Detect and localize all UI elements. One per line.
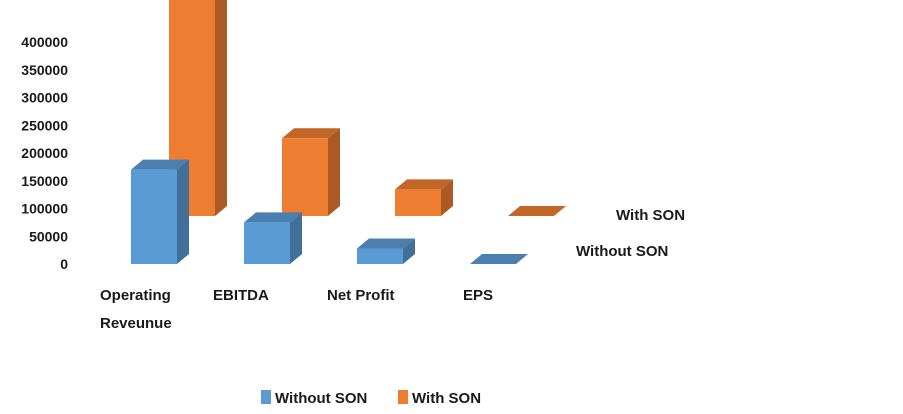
bar-without-son-0-front: [131, 169, 177, 264]
bar-without-son-0-top: [131, 159, 189, 170]
bars: [131, 0, 566, 264]
y-tick-label: 300000: [21, 90, 68, 106]
bar-with-son-3: [508, 205, 566, 216]
depth-labels: With SON Without SON: [576, 207, 685, 260]
bar-without-son-3: [470, 253, 528, 264]
legend-swatch: [398, 390, 408, 404]
category-label: Net Profit: [327, 287, 395, 304]
y-tick-label: 150000: [21, 173, 68, 189]
legend-label: Without SON: [275, 390, 367, 407]
bar-with-son-1: [282, 128, 340, 216]
y-tick-label: 400000: [21, 34, 68, 50]
category-label: Operating Reveunue: [100, 287, 172, 332]
bar-with-son-2-top: [395, 179, 453, 190]
y-tick-label: 250000: [21, 117, 68, 133]
bar-without-son-2-top: [357, 238, 415, 249]
bar-with-son-2-front: [395, 189, 441, 216]
bar-with-son-2: [395, 179, 453, 216]
bar-without-son-1-front: [244, 222, 290, 264]
bar-with-son-1-side: [328, 128, 340, 216]
y-tick-label: 200000: [21, 145, 68, 161]
bar-with-son-0-side: [215, 0, 227, 216]
legend-item: Without SON: [261, 390, 367, 407]
bar-without-son-1: [244, 212, 302, 264]
bar-without-son-1-top: [244, 212, 302, 223]
legend: Without SON With SON: [261, 390, 481, 407]
bar-with-son-3-side: [554, 205, 566, 216]
bar-without-son-3-side: [516, 253, 528, 264]
bar-without-son-3-top: [470, 253, 528, 264]
y-tick-label: 0: [60, 256, 68, 272]
bar-with-son-1-top: [282, 128, 340, 139]
category-label: EBITDA: [213, 287, 269, 304]
bar-without-son-2-front: [357, 248, 403, 264]
y-tick-label: 100000: [21, 201, 68, 217]
depth-axis-label: Without SON: [576, 243, 668, 260]
bar-without-son-1-side: [290, 212, 302, 264]
y-axis: 0 50000 100000 150000 200000 250000 300000 3500…: [21, 34, 68, 272]
legend-label: With SON: [412, 390, 481, 407]
legend-item: With SON: [398, 390, 481, 407]
category-labels: Operating Reveunue EBITDA Net Profit EPS: [100, 287, 493, 332]
bar-without-son-0: [131, 159, 189, 264]
category-label: EPS: [463, 287, 493, 304]
bar-without-son-2-side: [403, 238, 415, 264]
bar-with-son-3-top: [508, 205, 566, 216]
y-tick-label: 350000: [21, 62, 68, 78]
bar-without-son-0-side: [177, 159, 189, 264]
legend-swatch: [261, 390, 271, 404]
y-tick-label: 50000: [29, 228, 68, 244]
bar-with-son-1-front: [282, 138, 328, 216]
bar-without-son-2: [357, 238, 415, 264]
depth-axis-label: With SON: [616, 207, 685, 224]
bar-with-son-2-side: [441, 179, 453, 216]
